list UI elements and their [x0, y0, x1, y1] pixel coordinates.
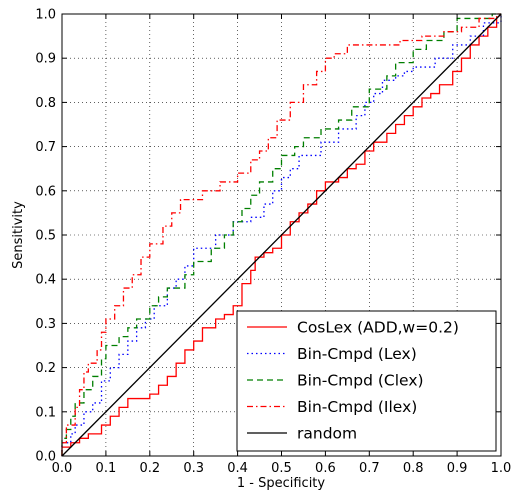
- axis-ticks: [61, 13, 502, 457]
- legend-label: Bin-Cmpd (Ilex): [297, 398, 417, 416]
- legend-label: Bin-Cmpd (Lex): [297, 345, 417, 363]
- x-tick-labels: 0.0 0.1 0.2 0.3 0.4 0.5 0.6 0.7 0.8 0.9 1.0: [52, 461, 512, 476]
- x-tick-label: 0.2: [139, 461, 160, 476]
- x-axis-title: 1 - Specificity: [237, 476, 326, 490]
- series-line-random: [61, 13, 502, 457]
- x-tick-label: 0.3: [183, 461, 204, 476]
- y-tick-label: 0.3: [35, 317, 56, 332]
- series-line-bin-cmpd-ilex: [61, 13, 501, 456]
- y-tick-label: 0.2: [35, 361, 56, 376]
- y-tick-label: 0.9: [35, 52, 56, 67]
- legend-box: [236, 310, 497, 452]
- series-line-bin-cmpd-clex: [61, 13, 501, 456]
- y-tick-label: 0.6: [35, 184, 56, 199]
- x-tick-label: 1.0: [491, 461, 512, 476]
- x-tick-label: 0.1: [96, 461, 117, 476]
- series-line-bin-cmpd-lex: [61, 14, 502, 456]
- x-tick-label: 0.0: [52, 461, 73, 476]
- x-tick-label: 0.8: [403, 461, 424, 476]
- y-tick-label: 1.0: [35, 8, 56, 23]
- y-tick-label: 0.1: [35, 405, 56, 420]
- legend-label: CosLex (ADD,w=0.2): [297, 319, 459, 337]
- y-axis-title: Sensitivity: [11, 201, 26, 269]
- y-tick-label: 0.8: [35, 96, 56, 111]
- y-tick-label: 0.5: [35, 229, 56, 244]
- x-tick-label: 0.4: [227, 461, 248, 476]
- y-tick-label: 0.4: [35, 273, 56, 288]
- y-tick-labels: 0.0 0.1 0.2 0.3 0.4 0.5 0.6 0.7 0.8 0.9 1.0: [35, 8, 56, 465]
- x-tick-label: 0.7: [359, 461, 380, 476]
- legend-label: random: [297, 425, 357, 443]
- legend-label: Bin-Cmpd (Clex): [297, 372, 424, 390]
- y-tick-label: 0.7: [35, 140, 56, 155]
- x-tick-label: 0.9: [447, 461, 468, 476]
- x-tick-label: 0.6: [315, 461, 336, 476]
- y-tick-label: 0.0: [35, 450, 56, 465]
- legend: CosLex (ADD,w=0.2) Bin-Cmpd (Lex) Bin-Cmpd…: [236, 310, 497, 452]
- x-tick-label: 0.5: [271, 461, 292, 476]
- series-layer: [61, 13, 502, 457]
